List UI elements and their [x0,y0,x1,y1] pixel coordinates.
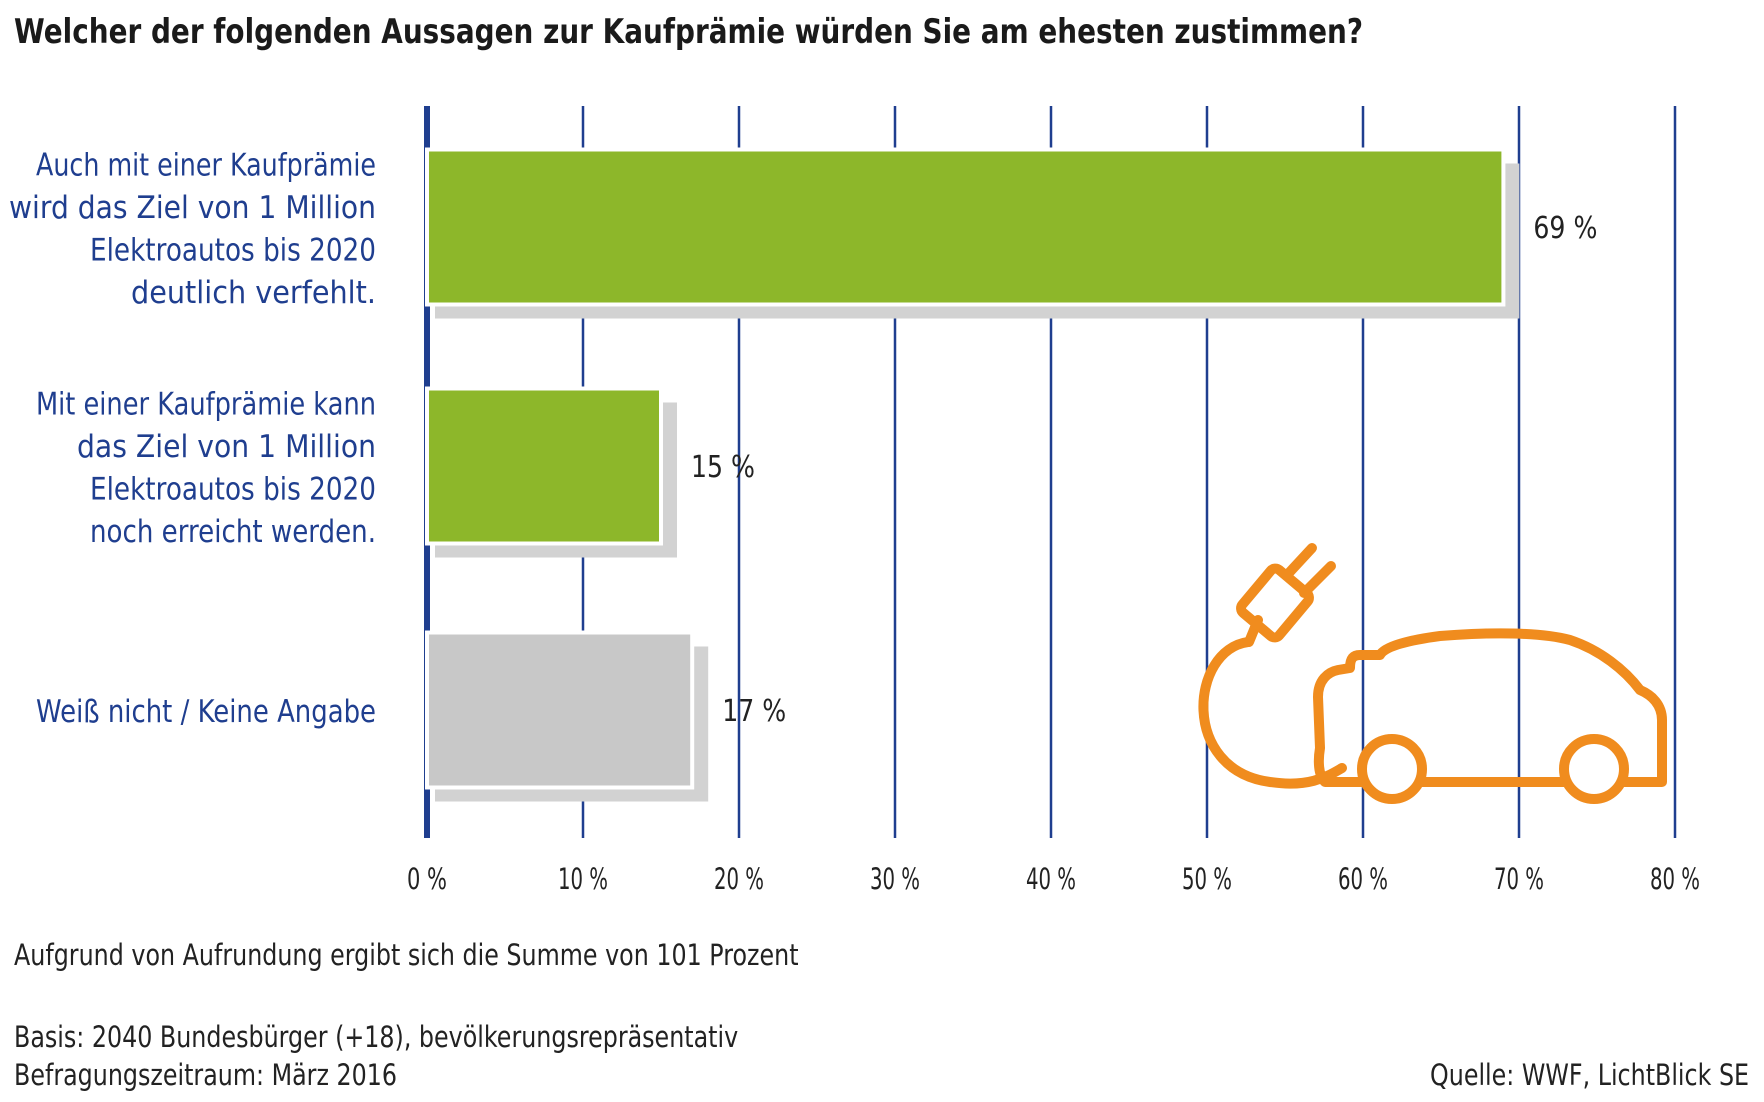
period-footnote: Befragungszeitraum: März 2016 [14,1058,398,1092]
category-label-line: noch erreicht werden. [90,514,376,550]
category-label-line: wird das Ziel von 1 Million [9,190,376,226]
value-label: 17 % [722,694,786,729]
category-label-line: deutlich verfehlt. [131,275,376,311]
category-label-line: Mit einer Kaufprämie kann [36,386,376,422]
category-label-line: Elektroautos bis 2020 [90,232,376,268]
electric-car-plug-icon [1198,543,1667,804]
x-tick-label: 50 % [1182,862,1232,896]
bar [425,147,1506,307]
x-tick-label: 70 % [1494,862,1544,896]
x-tick-labels: 0 % 10 % 20 % 30 % 40 % 50 % 60 % 70 % 80 % [407,862,1700,896]
x-tick-label: 60 % [1338,862,1388,896]
x-tick-label: 20 % [714,862,764,896]
category-label-line: Auch mit einer Kaufprämie [36,147,376,183]
category-labels: Auch mit einer Kaufprämie wird das Ziel v… [9,147,376,730]
source-footnote: Quelle: WWF, LichtBlick SE [1429,1058,1749,1092]
x-tick-label: 0 % [407,862,447,896]
chart-title: Welcher der folgenden Aussagen zur Kaufp… [14,12,1364,52]
category-label-line: das Ziel von 1 Million [77,429,376,465]
category-label-line: Weiß nicht / Keine Angabe [36,694,376,730]
rounding-footnote: Aufgrund von Aufrundung ergibt sich die … [14,938,799,972]
x-tick-label: 40 % [1026,862,1076,896]
x-tick-label: 30 % [870,862,920,896]
value-labels: 69 % 15 % 17 % [691,211,1597,729]
value-label: 15 % [691,450,755,485]
x-tick-label: 10 % [558,862,608,896]
basis-footnote: Basis: 2040 Bundesbürger (+18), bevölker… [14,1020,739,1054]
value-label: 69 % [1533,211,1597,246]
bar [425,386,663,546]
bar [425,630,695,790]
x-tick-label: 80 % [1650,862,1700,896]
category-label-line: Elektroautos bis 2020 [90,471,376,507]
bars [425,147,1520,802]
